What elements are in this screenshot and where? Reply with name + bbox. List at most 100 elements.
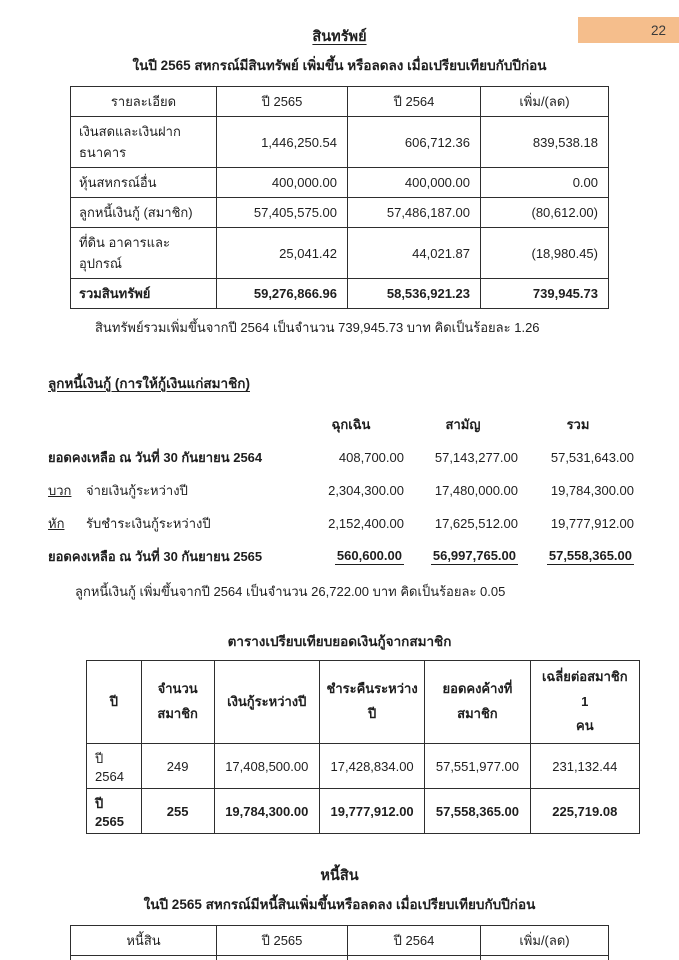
loans-header-total: รวม — [566, 417, 590, 432]
loans-emergency-value: 2,152,400.00 — [328, 516, 404, 531]
loans-header-spacer — [48, 408, 296, 441]
loans-total-value: 19,777,912.00 — [550, 516, 634, 531]
loans-row-label: บวก จ่ายเงินกู้ระหว่างปี — [48, 474, 296, 507]
cmp-loans: 17,408,500.00 — [213, 743, 320, 790]
assets-header-y2565: ปี 2565 — [216, 86, 348, 117]
liab-header-y2564: ปี 2564 — [347, 925, 481, 957]
liab-y2565: 10,252,335.13 — [216, 955, 348, 960]
loans-table: ฉุกเฉิน สามัญ รวม ยอดคงเหลือ ณ วันที่ 30… — [48, 408, 636, 573]
assets-table-header-row: รายละเอียด ปี 2565 ปี 2564 เพิ่ม/(ลด) — [70, 86, 609, 117]
loans-emergency-value: 408,700.00 — [338, 450, 404, 465]
loans-row-label: ยอดคงเหลือ ณ วันที่ 30 กันยายน 2565 — [48, 549, 263, 564]
loans-section-title: ลูกหนี้เงินกู้ (การให้กู้เงินแก่สมาชิก) — [48, 376, 250, 391]
asset-y2565: 400,000.00 — [216, 167, 348, 198]
asset-name: หุ้นสหกรณ์อื่น — [70, 167, 217, 198]
cmp-members: 249 — [140, 743, 215, 790]
assets-header-detail: รายละเอียด — [70, 86, 217, 117]
asset-change: (80,612.00) — [480, 197, 609, 228]
loans-row-label: หัก รับชำระเงินกู้ระหว่างปี — [48, 507, 296, 540]
loans-total-value: 57,558,365.00 — [546, 548, 634, 565]
loans-header-ordinary: สามัญ — [445, 417, 481, 432]
asset-name: เงินสดและเงินฝากธนาคาร — [70, 116, 217, 168]
loans-closing-balance-row: ยอดคงเหลือ ณ วันที่ 30 กันยายน 2565 560,… — [48, 540, 636, 573]
asset-y2564: 400,000.00 — [347, 167, 481, 198]
asset-y2564: 57,486,187.00 — [347, 197, 481, 228]
cmp-header-loans-in-year: เงินกู้ระหว่างปี — [213, 659, 320, 745]
liabilities-section-subtitle: ในปี 2565 สหกรณ์มีหนี้สินเพิ่มขึ้นหรือลด… — [143, 897, 536, 913]
loans-add-row: บวก จ่ายเงินกู้ระหว่างปี 2,304,300.00 17,… — [48, 474, 636, 507]
cmp-average: 225,719.08 — [529, 788, 641, 835]
comparison-header-row: ปี จำนวน สมาชิก เงินกู้ระหว่างปี ชำระคืนร… — [86, 659, 641, 745]
cmp-header-members: จำนวน สมาชิก — [140, 659, 215, 745]
assets-header-y2564: ปี 2564 — [347, 86, 481, 117]
assets-section-subtitle: ในปี 2565 สหกรณ์มีสินทรัพย์ เพิ่มขึ้น หร… — [132, 58, 547, 73]
cmp-repaid: 17,428,834.00 — [318, 743, 426, 790]
cmp-header-repaid-in-year: ชำระคืนระหว่างปี — [318, 659, 426, 745]
add-prefix: บวก — [48, 483, 72, 498]
asset-y2564: 44,021.87 — [347, 227, 481, 279]
assets-header-change: เพิ่ม/(ลด) — [480, 86, 609, 117]
assets-section-title: สินทรัพย์ — [312, 29, 367, 45]
assets-total-row: รวมสินทรัพย์ 59,276,866.96 58,536,921.23… — [70, 278, 609, 309]
loans-header-row: ฉุกเฉิน สามัญ รวม — [48, 408, 636, 441]
cmp-header-outstanding: ยอดคงค้างที่ สมาชิก — [424, 659, 531, 745]
table-row: ปี 2565 255 19,784,300.00 19,777,912.00 … — [86, 788, 641, 835]
cmp-outstanding: 57,551,977.00 — [424, 743, 531, 790]
cmp-repaid: 19,777,912.00 — [318, 788, 426, 835]
page-number: 22 — [650, 22, 666, 38]
loans-ordinary-value: 17,480,000.00 — [434, 483, 518, 498]
loans-ordinary-value: 17,625,512.00 — [434, 516, 518, 531]
loans-header-emergency: ฉุกเฉิน — [331, 417, 371, 432]
loans-deduct-row: หัก รับชำระเงินกู้ระหว่างปี 2,152,400.00 … — [48, 507, 636, 540]
loans-note: ลูกหนี้เงินกู้ เพิ่มขึ้นจากปี 2564 เป็นจ… — [75, 584, 506, 599]
liab-y2564: 10,577,009.43 — [347, 955, 481, 960]
asset-y2564: 606,712.36 — [347, 116, 481, 168]
loans-opening-balance-row: ยอดคงเหลือ ณ วันที่ 30 กันยายน 2564 408,… — [48, 441, 636, 474]
liab-header-change: เพิ่ม/(ลด) — [480, 925, 609, 957]
cmp-header-year: ปี — [86, 659, 142, 745]
cmp-year: ปี 2564 — [86, 743, 142, 790]
liab-name: เงินรับฝาก — [70, 955, 217, 960]
assets-note: สินทรัพย์รวมเพิ่มขึ้นจากปี 2564 เป็นจำนว… — [95, 320, 540, 335]
cmp-average: 231,132.44 — [529, 743, 641, 790]
assets-total-y2565: 59,276,866.96 — [216, 278, 348, 309]
asset-change: 839,538.18 — [480, 116, 609, 168]
asset-name: ลูกหนี้เงินกู้ (สมาชิก) — [70, 197, 217, 228]
loans-row-label: ยอดคงเหลือ ณ วันที่ 30 กันยายน 2564 — [48, 450, 263, 465]
liab-header-detail: หนี้สิน — [70, 925, 217, 957]
asset-change: 0.00 — [480, 167, 609, 198]
comparison-table: ปี จำนวน สมาชิก เงินกู้ระหว่างปี ชำระคืนร… — [86, 659, 641, 835]
liabilities-section-title: หนี้สิน — [320, 868, 359, 885]
loans-emergency-value: 560,600.00 — [334, 548, 404, 565]
cmp-loans: 19,784,300.00 — [213, 788, 320, 835]
loans-total-value: 57,531,643.00 — [550, 450, 634, 465]
assets-total-change: 739,945.73 — [480, 278, 609, 309]
loans-ordinary-value: 56,997,765.00 — [430, 548, 518, 565]
assets-total-y2564: 58,536,921.23 — [347, 278, 481, 309]
table-row: ที่ดิน อาคารและอุปกรณ์ 25,041.42 44,021.… — [70, 227, 609, 279]
asset-y2565: 25,041.42 — [216, 227, 348, 279]
cmp-members: 255 — [140, 788, 215, 835]
table-row: หุ้นสหกรณ์อื่น 400,000.00 400,000.00 0.0… — [70, 167, 609, 198]
cmp-outstanding: 57,558,365.00 — [424, 788, 531, 835]
page-number-badge: 22 — [578, 17, 679, 43]
asset-y2565: 57,405,575.00 — [216, 197, 348, 228]
assets-table: รายละเอียด ปี 2565 ปี 2564 เพิ่ม/(ลด) เง… — [70, 86, 609, 309]
loans-total-value: 19,784,300.00 — [550, 483, 634, 498]
table-row: ปี 2564 249 17,408,500.00 17,428,834.00 … — [86, 743, 641, 790]
asset-name: ที่ดิน อาคารและอุปกรณ์ — [70, 227, 217, 279]
assets-total-label: รวมสินทรัพย์ — [70, 278, 217, 309]
table-row: เงินรับฝาก 10,252,335.13 10,577,009.43 (… — [70, 955, 609, 960]
table-row: ลูกหนี้เงินกู้ (สมาชิก) 57,405,575.00 57… — [70, 197, 609, 228]
comparison-table-title: ตารางเปรียบเทียบยอดเงินกู้จากสมาชิก — [227, 634, 452, 649]
table-row: เงินสดและเงินฝากธนาคาร 1,446,250.54 606,… — [70, 116, 609, 168]
asset-y2565: 1,446,250.54 — [216, 116, 348, 168]
asset-change: (18,980.45) — [480, 227, 609, 279]
liab-change: (324,674.30) — [480, 955, 609, 960]
cmp-header-average: เฉลี่ยต่อสมาชิก 1 คน — [529, 659, 641, 745]
loans-emergency-value: 2,304,300.00 — [328, 483, 404, 498]
liab-header-y2565: ปี 2565 — [216, 925, 348, 957]
deduct-prefix: หัก — [48, 516, 65, 531]
liabilities-header-row: หนี้สิน ปี 2565 ปี 2564 เพิ่ม/(ลด) — [70, 925, 609, 957]
